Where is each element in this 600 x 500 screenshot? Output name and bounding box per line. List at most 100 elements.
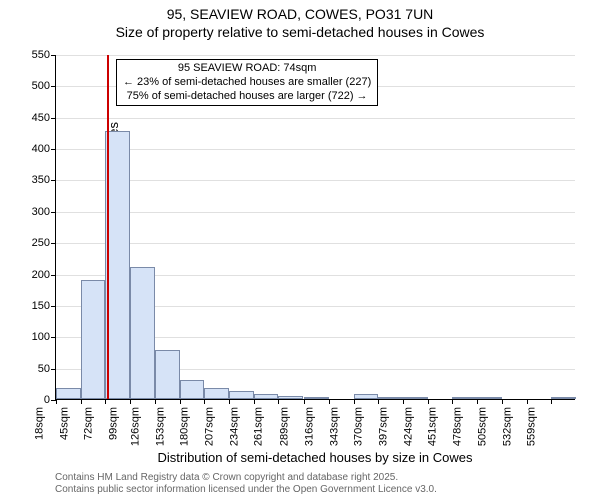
histogram-bar: [254, 394, 279, 399]
xtick-mark: [155, 399, 156, 404]
xtick-mark: [229, 399, 230, 404]
ytick-label: 400: [32, 143, 50, 155]
xtick-mark: [502, 399, 503, 404]
x-axis-label: Distribution of semi-detached houses by …: [55, 450, 575, 465]
ytick-label: 550: [32, 49, 50, 61]
footer: Contains HM Land Registry data © Crown c…: [55, 472, 437, 496]
annotation-line-1: 95 SEAVIEW ROAD: 74sqm: [123, 62, 371, 76]
chart-title: 95, SEAVIEW ROAD, COWES, PO31 7UN Size o…: [0, 6, 600, 41]
histogram-bar: [81, 280, 106, 399]
xtick-mark: [378, 399, 379, 404]
marker-line: [107, 55, 109, 399]
xtick-mark: [254, 399, 255, 404]
xtick-mark: [105, 399, 106, 404]
xtick-label: 451sqm: [427, 407, 439, 446]
ytick-label: 100: [32, 331, 50, 343]
ytick-mark: [51, 180, 56, 181]
xtick-label: 45sqm: [58, 407, 70, 440]
xtick-label: 261sqm: [253, 407, 265, 446]
annotation-line-2: ← 23% of semi-detached houses are smalle…: [123, 76, 371, 90]
xtick-label: 207sqm: [203, 407, 215, 446]
grid-line: [56, 55, 575, 56]
ytick-label: 150: [32, 300, 50, 312]
ytick-mark: [51, 86, 56, 87]
footer-line-2: Contains public sector information licen…: [55, 484, 437, 496]
xtick-label: 316sqm: [303, 407, 315, 446]
histogram-bar: [56, 388, 81, 399]
grid-line: [56, 212, 575, 213]
xtick-label: 99sqm: [108, 407, 120, 440]
ytick-mark: [51, 275, 56, 276]
xtick-label: 289sqm: [279, 407, 291, 446]
xtick-mark: [180, 399, 181, 404]
histogram-bar: [551, 397, 576, 399]
xtick-mark: [204, 399, 205, 404]
ytick-label: 0: [44, 394, 50, 406]
title-line-1: 95, SEAVIEW ROAD, COWES, PO31 7UN: [0, 6, 600, 24]
ytick-label: 350: [32, 174, 50, 186]
xtick-label: 234sqm: [228, 407, 240, 446]
ytick-mark: [51, 149, 56, 150]
histogram-bar: [204, 388, 229, 399]
ytick-mark: [51, 212, 56, 213]
histogram-bar: [304, 397, 329, 399]
grid-line: [56, 180, 575, 181]
xtick-label: 424sqm: [402, 407, 414, 446]
xtick-mark: [452, 399, 453, 404]
histogram-bar: [130, 267, 155, 399]
xtick-label: 153sqm: [154, 407, 166, 446]
ytick-mark: [51, 55, 56, 56]
ytick-mark: [51, 337, 56, 338]
plot-area: 95 SEAVIEW ROAD: 74sqm ← 23% of semi-det…: [55, 55, 575, 400]
xtick-mark: [81, 399, 82, 404]
grid-line: [56, 243, 575, 244]
histogram-bar: [229, 391, 254, 399]
xtick-label: 559sqm: [526, 407, 538, 446]
annotation-line-3: 75% of semi-detached houses are larger (…: [123, 90, 371, 104]
chart-wrap: 95, SEAVIEW ROAD, COWES, PO31 7UN Size o…: [0, 0, 600, 500]
ytick-mark: [51, 118, 56, 119]
xtick-mark: [428, 399, 429, 404]
ytick-mark: [51, 369, 56, 370]
xtick-label: 18sqm: [33, 407, 45, 440]
histogram-bar: [403, 397, 428, 399]
xtick-mark: [527, 399, 528, 404]
xtick-label: 505sqm: [476, 407, 488, 446]
histogram-bar: [452, 397, 477, 399]
histogram-bar: [155, 350, 180, 399]
grid-line: [56, 118, 575, 119]
ytick-label: 500: [32, 80, 50, 92]
histogram-bar: [477, 397, 502, 399]
xtick-mark: [403, 399, 404, 404]
xtick-label: 72sqm: [83, 407, 95, 440]
histogram-bar: [180, 380, 205, 399]
ytick-label: 250: [32, 237, 50, 249]
histogram-bar: [354, 394, 379, 399]
ytick-label: 300: [32, 206, 50, 218]
xtick-mark: [278, 399, 279, 404]
xtick-mark: [354, 399, 355, 404]
title-line-2: Size of property relative to semi-detach…: [0, 24, 600, 42]
footer-line-1: Contains HM Land Registry data © Crown c…: [55, 472, 437, 484]
ytick-label: 50: [38, 363, 50, 375]
xtick-mark: [329, 399, 330, 404]
ytick-label: 450: [32, 112, 50, 124]
xtick-label: 180sqm: [179, 407, 191, 446]
ytick-mark: [51, 243, 56, 244]
annotation-box: 95 SEAVIEW ROAD: 74sqm ← 23% of semi-det…: [116, 59, 378, 106]
xtick-label: 126sqm: [129, 407, 141, 446]
xtick-mark: [304, 399, 305, 404]
ytick-label: 200: [32, 269, 50, 281]
xtick-mark: [130, 399, 131, 404]
xtick-label: 397sqm: [377, 407, 389, 446]
xtick-label: 532sqm: [501, 407, 513, 446]
grid-line: [56, 149, 575, 150]
histogram-bar: [278, 396, 303, 399]
ytick-mark: [51, 306, 56, 307]
xtick-mark: [551, 399, 552, 404]
xtick-label: 370sqm: [353, 407, 365, 446]
histogram-bar: [378, 397, 403, 399]
xtick-mark: [477, 399, 478, 404]
xtick-label: 343sqm: [328, 407, 340, 446]
xtick-label: 478sqm: [452, 407, 464, 446]
